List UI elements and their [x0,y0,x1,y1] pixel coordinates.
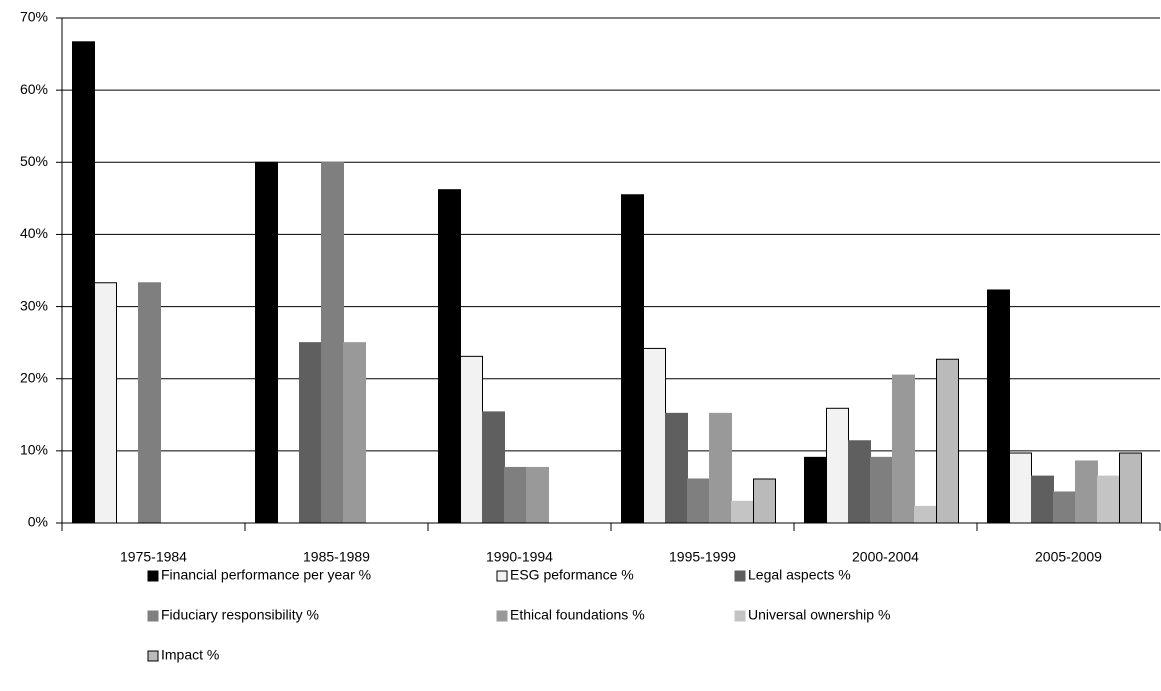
legend-label: Fiduciary responsibility % [161,607,319,623]
bar [731,500,754,524]
bar [1053,491,1076,524]
bar [1075,460,1098,524]
y-tick-label: 10% [20,442,48,458]
bar [936,358,959,524]
x-tick-label: 1985-1989 [303,549,370,565]
legend-swatch [496,570,508,582]
x-tick-label: 2005-2009 [1035,549,1102,565]
bar [438,189,461,524]
legend-label: ESG peformance % [510,567,634,583]
legend-swatch [496,610,508,622]
bar [848,440,871,524]
bar [1097,475,1120,524]
x-tick-label: 1990-1994 [486,549,553,565]
bar [1009,452,1032,524]
bar [460,355,483,524]
legend-label: Ethical foundations % [510,607,645,623]
y-tick-label: 30% [20,297,48,313]
y-tick-label: 20% [20,369,48,385]
bar [621,194,644,524]
bar [665,412,688,524]
bar [72,41,95,524]
y-tick-label: 0% [28,514,48,530]
legend-swatch [147,570,159,582]
bar [753,478,776,524]
legend-label: Financial performance per year % [161,567,371,583]
bar [826,407,849,524]
y-tick-label: 70% [20,9,48,25]
bar [687,478,710,524]
y-tick-label: 50% [20,153,48,169]
bar [1031,475,1054,524]
bar [892,374,915,524]
x-tick-label: 1995-1999 [669,549,736,565]
legend-swatch [147,610,159,622]
legend-label: Legal aspects % [748,567,851,583]
bar [504,466,527,524]
bar [526,466,549,524]
bar [321,161,344,524]
bar [709,412,732,524]
legend-swatch [734,570,746,582]
bar [1119,452,1142,524]
legend-label: Impact % [161,647,219,663]
bar [299,342,322,524]
legend-label: Universal ownership % [748,607,890,623]
y-tick-label: 60% [20,81,48,97]
bar [255,161,278,524]
y-tick-label: 40% [20,225,48,241]
bar [914,505,937,524]
bar [482,411,505,524]
x-tick-label: 1975-1984 [120,549,187,565]
bar [343,342,366,524]
bar [804,456,827,524]
bar [987,289,1010,524]
legend-swatch [734,610,746,622]
bar [138,282,161,524]
bar [870,456,893,524]
x-tick-label: 2000-2004 [852,549,919,565]
bar [94,282,117,524]
legend-swatch [147,650,159,662]
bar [643,347,666,524]
